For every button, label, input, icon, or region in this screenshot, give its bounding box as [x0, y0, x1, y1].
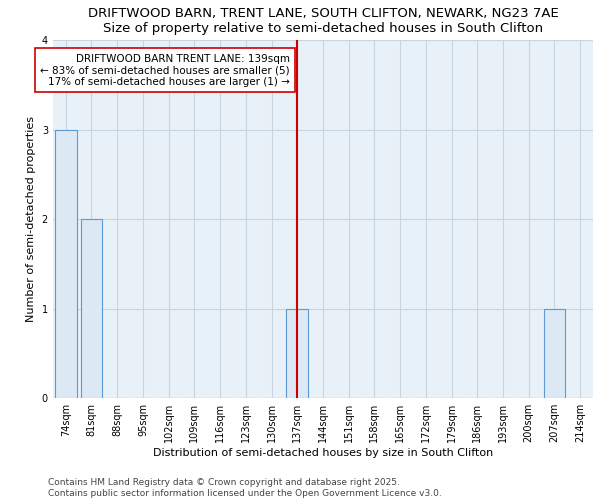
Title: DRIFTWOOD BARN, TRENT LANE, SOUTH CLIFTON, NEWARK, NG23 7AE
Size of property rel: DRIFTWOOD BARN, TRENT LANE, SOUTH CLIFTO…: [88, 7, 559, 35]
Text: Contains HM Land Registry data © Crown copyright and database right 2025.
Contai: Contains HM Land Registry data © Crown c…: [48, 478, 442, 498]
Bar: [544, 309, 565, 398]
Bar: [80, 220, 103, 398]
Y-axis label: Number of semi-detached properties: Number of semi-detached properties: [26, 116, 36, 322]
Bar: [286, 309, 308, 398]
Bar: [55, 130, 77, 398]
X-axis label: Distribution of semi-detached houses by size in South Clifton: Distribution of semi-detached houses by …: [153, 448, 493, 458]
Text: DRIFTWOOD BARN TRENT LANE: 139sqm
← 83% of semi-detached houses are smaller (5)
: DRIFTWOOD BARN TRENT LANE: 139sqm ← 83% …: [40, 54, 290, 87]
